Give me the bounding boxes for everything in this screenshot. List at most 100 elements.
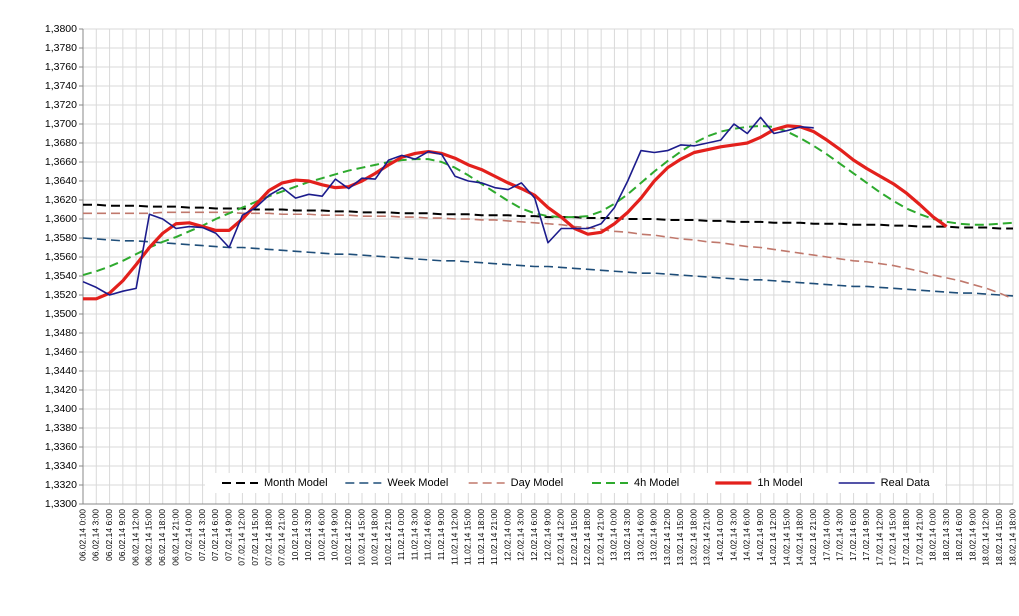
x-tick-label: 10.02.14 12:00	[343, 509, 353, 566]
x-tick-label: 06.02.14 3:00	[91, 509, 101, 561]
x-tick-label: 11.02.14 6:00	[423, 509, 433, 561]
x-tick-label: 14.02.14 12:00	[768, 509, 778, 566]
y-tick-label: 1,3780	[45, 42, 77, 54]
x-tick-label: 07.02.14 18:00	[263, 509, 273, 566]
y-tick-label: 1,3560	[45, 251, 77, 263]
x-tick-label: 18.02.14 0:00	[928, 509, 938, 561]
x-tick-label: 10.02.14 15:00	[356, 509, 366, 566]
x-tick-label: 17.02.14 12:00	[874, 509, 884, 566]
legend-label: 4h Model	[634, 477, 679, 489]
x-tick-label: 12.02.14 3:00	[516, 509, 526, 561]
y-tick-label: 1,3320	[45, 479, 77, 491]
x-tick-label: 18.02.14 18:00	[1007, 509, 1017, 566]
x-tick-label: 13.02.14 0:00	[609, 509, 619, 561]
x-tick-label: 14.02.14 0:00	[715, 509, 725, 561]
x-tick-label: 10.02.14 18:00	[370, 509, 380, 566]
series-line	[83, 211, 1014, 300]
x-tick-label: 10.02.14 21:00	[383, 509, 393, 566]
y-tick-label: 1,3360	[45, 441, 77, 453]
x-tick-label: 13.02.14 15:00	[675, 509, 685, 566]
y-tick-label: 1,3680	[45, 137, 77, 149]
x-tick-label: 06.02.14 0:00	[77, 509, 87, 561]
x-tick-label: 13.02.14 6:00	[635, 509, 645, 561]
x-tick-label: 10.02.14 6:00	[316, 509, 326, 561]
x-tick-label: 06.02.14 6:00	[104, 509, 114, 561]
x-tick-label: 17.02.14 9:00	[861, 509, 871, 561]
y-tick-label: 1,3340	[45, 460, 77, 472]
y-tick-label: 1,3300	[45, 498, 77, 510]
y-tick-label: 1,3480	[45, 327, 77, 339]
x-tick-label: 18.02.14 6:00	[954, 509, 964, 561]
y-tick-label: 1,3440	[45, 365, 77, 377]
x-tick-label: 06.02.14 9:00	[117, 509, 127, 561]
y-tick-label: 1,3800	[45, 23, 77, 35]
y-tick-label: 1,3400	[45, 403, 77, 415]
y-tick-label: 1,3380	[45, 422, 77, 434]
series-line	[82, 237, 1014, 297]
y-tick-label: 1,3520	[45, 289, 77, 301]
x-tick-label: 17.02.14 0:00	[821, 509, 831, 561]
x-tick-label: 13.02.14 12:00	[662, 509, 672, 566]
y-tick-label: 1,3760	[45, 61, 77, 73]
x-tick-label: 13.02.14 18:00	[688, 509, 698, 566]
x-tick-label: 14.02.14 9:00	[755, 509, 765, 561]
x-tick-label: 18.02.14 3:00	[941, 509, 951, 561]
x-tick-label: 12.02.14 9:00	[542, 509, 552, 561]
x-tick-label: 10.02.14 0:00	[290, 509, 300, 561]
y-tick-label: 1,3540	[45, 270, 77, 282]
x-tick-label: 07.02.14 9:00	[223, 509, 233, 561]
x-tick-label: 14.02.14 18:00	[795, 509, 805, 566]
legend-label: Real Data	[881, 477, 931, 489]
x-tick-label: 18.02.14 15:00	[994, 509, 1004, 566]
x-tick-label: 17.02.14 15:00	[888, 509, 898, 566]
y-tick-label: 1,3500	[45, 308, 77, 320]
x-tick-label: 13.02.14 21:00	[702, 509, 712, 566]
series-line	[82, 124, 1014, 277]
x-tick-label: 12.02.14 15:00	[569, 509, 579, 566]
x-tick-label: 12.02.14 12:00	[556, 509, 566, 566]
x-tick-label: 17.02.14 21:00	[914, 509, 924, 566]
x-tick-label: 12.02.14 18:00	[582, 509, 592, 566]
x-tick-label: 11.02.14 9:00	[436, 509, 446, 561]
x-tick-label: 06.02.14 18:00	[157, 509, 167, 566]
x-tick-label: 14.02.14 15:00	[781, 509, 791, 566]
x-tick-label: 07.02.14 15:00	[250, 509, 260, 566]
x-tick-label: 14.02.14 3:00	[728, 509, 738, 561]
x-tick-label: 11.02.14 15:00	[463, 509, 473, 565]
legend-label: Month Model	[264, 477, 328, 489]
x-tick-label: 13.02.14 3:00	[622, 509, 632, 561]
x-tick-label: 10.02.14 9:00	[330, 509, 340, 561]
legend-label: 1h Model	[757, 477, 802, 489]
x-tick-label: 14.02.14 6:00	[742, 509, 752, 561]
x-tick-label: 17.02.14 3:00	[835, 509, 845, 561]
x-tick-label: 17.02.14 18:00	[901, 509, 911, 566]
x-tick-label: 11.02.14 21:00	[489, 509, 499, 565]
x-tick-label: 17.02.14 6:00	[848, 509, 858, 561]
x-tick-label: 11.02.14 12:00	[449, 509, 459, 565]
x-tick-label: 12.02.14 0:00	[502, 509, 512, 561]
x-tick-label: 06.02.14 21:00	[170, 509, 180, 566]
x-tick-label: 11.02.14 3:00	[409, 509, 419, 561]
y-tick-label: 1,3740	[45, 80, 77, 92]
x-tick-label: 06.02.14 15:00	[144, 509, 154, 566]
y-tick-label: 1,3600	[45, 213, 77, 225]
x-tick-label: 18.02.14 12:00	[981, 509, 991, 566]
x-tick-label: 07.02.14 0:00	[184, 509, 194, 561]
x-tick-label: 11.02.14 18:00	[476, 509, 486, 565]
x-tick-label: 07.02.14 21:00	[277, 509, 287, 566]
x-tick-label: 07.02.14 3:00	[197, 509, 207, 561]
series-line	[82, 116, 814, 296]
y-tick-label: 1,3700	[45, 118, 77, 130]
x-tick-label: 12.02.14 21:00	[595, 509, 605, 566]
legend-label: Week Model	[387, 477, 448, 489]
y-tick-label: 1,3660	[45, 156, 77, 168]
x-tick-label: 12.02.14 6:00	[529, 509, 539, 561]
x-tick-label: 06.02.14 12:00	[130, 509, 140, 566]
y-tick-label: 1,3620	[45, 194, 77, 206]
y-tick-label: 1,3580	[45, 232, 77, 244]
legend-label: Day Model	[511, 477, 564, 489]
x-tick-label: 13.02.14 9:00	[649, 509, 659, 561]
y-tick-label: 1,3460	[45, 346, 77, 358]
x-tick-label: 07.02.14 12:00	[237, 509, 247, 566]
